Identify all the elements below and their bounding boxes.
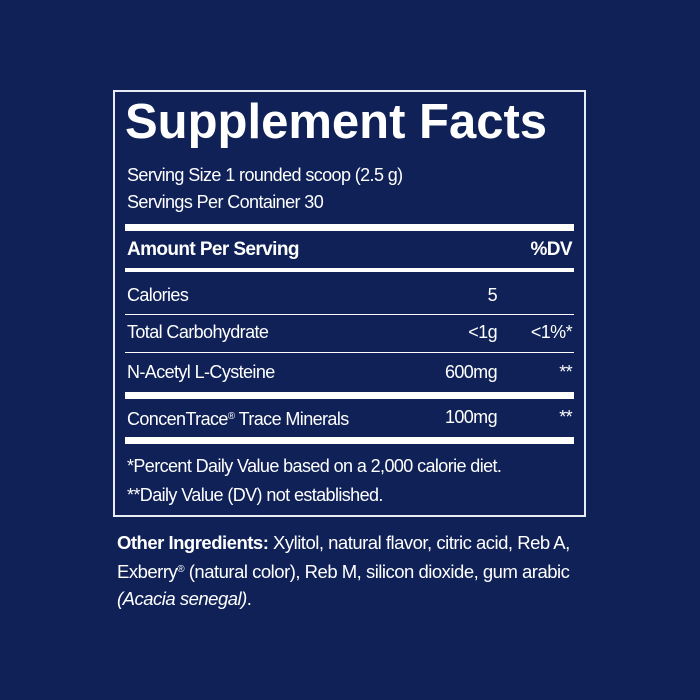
ingredient-name-suffix: Trace Minerals	[234, 409, 350, 429]
dv-header: %DV	[530, 239, 573, 260]
period: .	[246, 588, 252, 609]
other-ingredients-label: Other Ingredients:	[117, 532, 269, 553]
divider	[125, 268, 574, 272]
other-ingredients: Other Ingredients: Xylitol, natural flav…	[117, 529, 597, 612]
amount-per-serving-header: Amount Per Serving	[127, 239, 299, 260]
thick-divider	[125, 224, 574, 231]
row-concentrace-name: ConcenTrace® Trace Minerals	[127, 406, 349, 430]
thin-divider	[125, 314, 574, 315]
row-carb-dv: <1%*	[530, 322, 573, 342]
row-calories-amount: 5	[487, 285, 498, 305]
servings-per-container: Servings Per Container 30	[127, 192, 324, 212]
row-nac-name: N-Acetyl L-Cysteine	[127, 362, 275, 382]
registered-mark: ®	[177, 564, 185, 575]
row-concentrace-dv: **	[559, 407, 572, 427]
row-concentrace-amount: 100mg	[444, 407, 498, 427]
registered-mark: ®	[227, 411, 235, 422]
thick-divider	[125, 437, 574, 444]
supplement-facts-panel: Supplement Facts Serving Size 1 rounded …	[113, 90, 586, 517]
row-calories-name: Calories	[127, 285, 189, 305]
row-carb-amount: <1g	[468, 322, 497, 342]
thick-divider	[125, 392, 574, 399]
footnote-percent-dv: *Percent Daily Value based on a 2,000 ca…	[127, 456, 502, 476]
panel-title: Supplement Facts	[125, 95, 548, 149]
serving-size: Serving Size 1 rounded scoop (2.5 g)	[127, 165, 403, 185]
other-ingredients-text: (natural color), Reb M, silicon dioxide,…	[184, 561, 570, 582]
ingredient-name: ConcenTrace	[127, 409, 228, 429]
row-carb-name: Total Carbohydrate	[127, 322, 269, 342]
row-nac-dv: **	[559, 362, 572, 382]
thin-divider	[125, 352, 574, 353]
other-ingredients-text: Xylitol, natural flavor, citric acid, Re…	[117, 532, 570, 582]
acacia-senegal: (Acacia senegal)	[117, 588, 247, 609]
row-nac-amount: 600mg	[444, 362, 498, 382]
footnote-dv-not-established: **Daily Value (DV) not established.	[127, 485, 383, 505]
